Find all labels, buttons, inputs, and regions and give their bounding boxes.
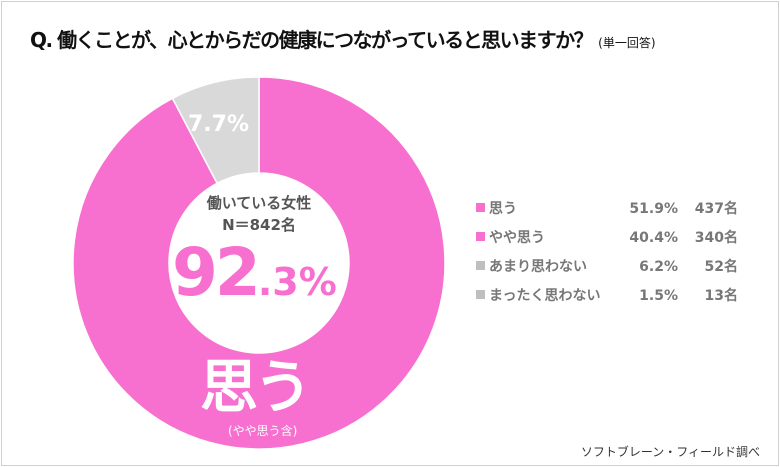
chart-title: Q. 働くことが、心とからだの健康につながっていると思いますか？ (単一回答) [30,28,656,55]
center-sample-size: N＝842名 [222,216,296,234]
legend-swatch [476,261,485,270]
legend-item: 思う 51.9% 437名 [476,200,738,229]
center-percentage: 92.3% [172,240,337,323]
legend-count: 437名 [694,201,738,217]
source-note: ソフトブレーン・フィールド調べ [580,445,760,459]
legend-percentage: 6.2% [639,259,678,275]
legend-count: 340名 [694,230,738,246]
center-label: 働いている女性 N＝842名 [169,194,349,234]
percentage-decimal: .3% [257,260,337,304]
answer-type-note: (単一回答) [598,36,656,50]
legend-percentage: 1.5% [639,288,678,304]
donut-slice-agree [72,76,446,450]
legend-item: やや思う 40.4% 340名 [476,229,738,258]
question-text: Q. 働くことが、心とからだの健康につながっていると思いますか？ [30,28,594,52]
legend-label: あまり思わない [489,259,587,275]
legend-label: やや思う [489,230,545,246]
gray-slice-label: 7.7% [188,112,250,137]
legend-swatch [476,203,485,212]
legend-percentage: 51.9% [629,201,678,217]
legend-percentage: 40.4% [629,230,678,246]
legend-swatch [476,232,485,241]
center-group-label: 働いている女性 [206,194,312,212]
percentage-integer: 92 [172,234,261,311]
legend-count: 13名 [704,288,738,304]
legend-item: あまり思わない 6.2% 52名 [476,258,738,287]
pink-slice-sublabel: (やや思う含) [228,424,298,438]
legend-item: まったく思わない 1.5% 13名 [476,287,738,316]
legend-count: 52名 [704,259,738,275]
pink-slice-label: 思う [200,353,312,421]
legend-label: まったく思わない [489,288,601,304]
donut-slice-disagree [171,76,260,185]
legend: 思う 51.9% 437名やや思う 40.4% 340名あまり思わない 6.2% 52名まっ… [476,200,738,316]
legend-swatch [476,290,485,299]
legend-label: 思う [489,201,517,217]
